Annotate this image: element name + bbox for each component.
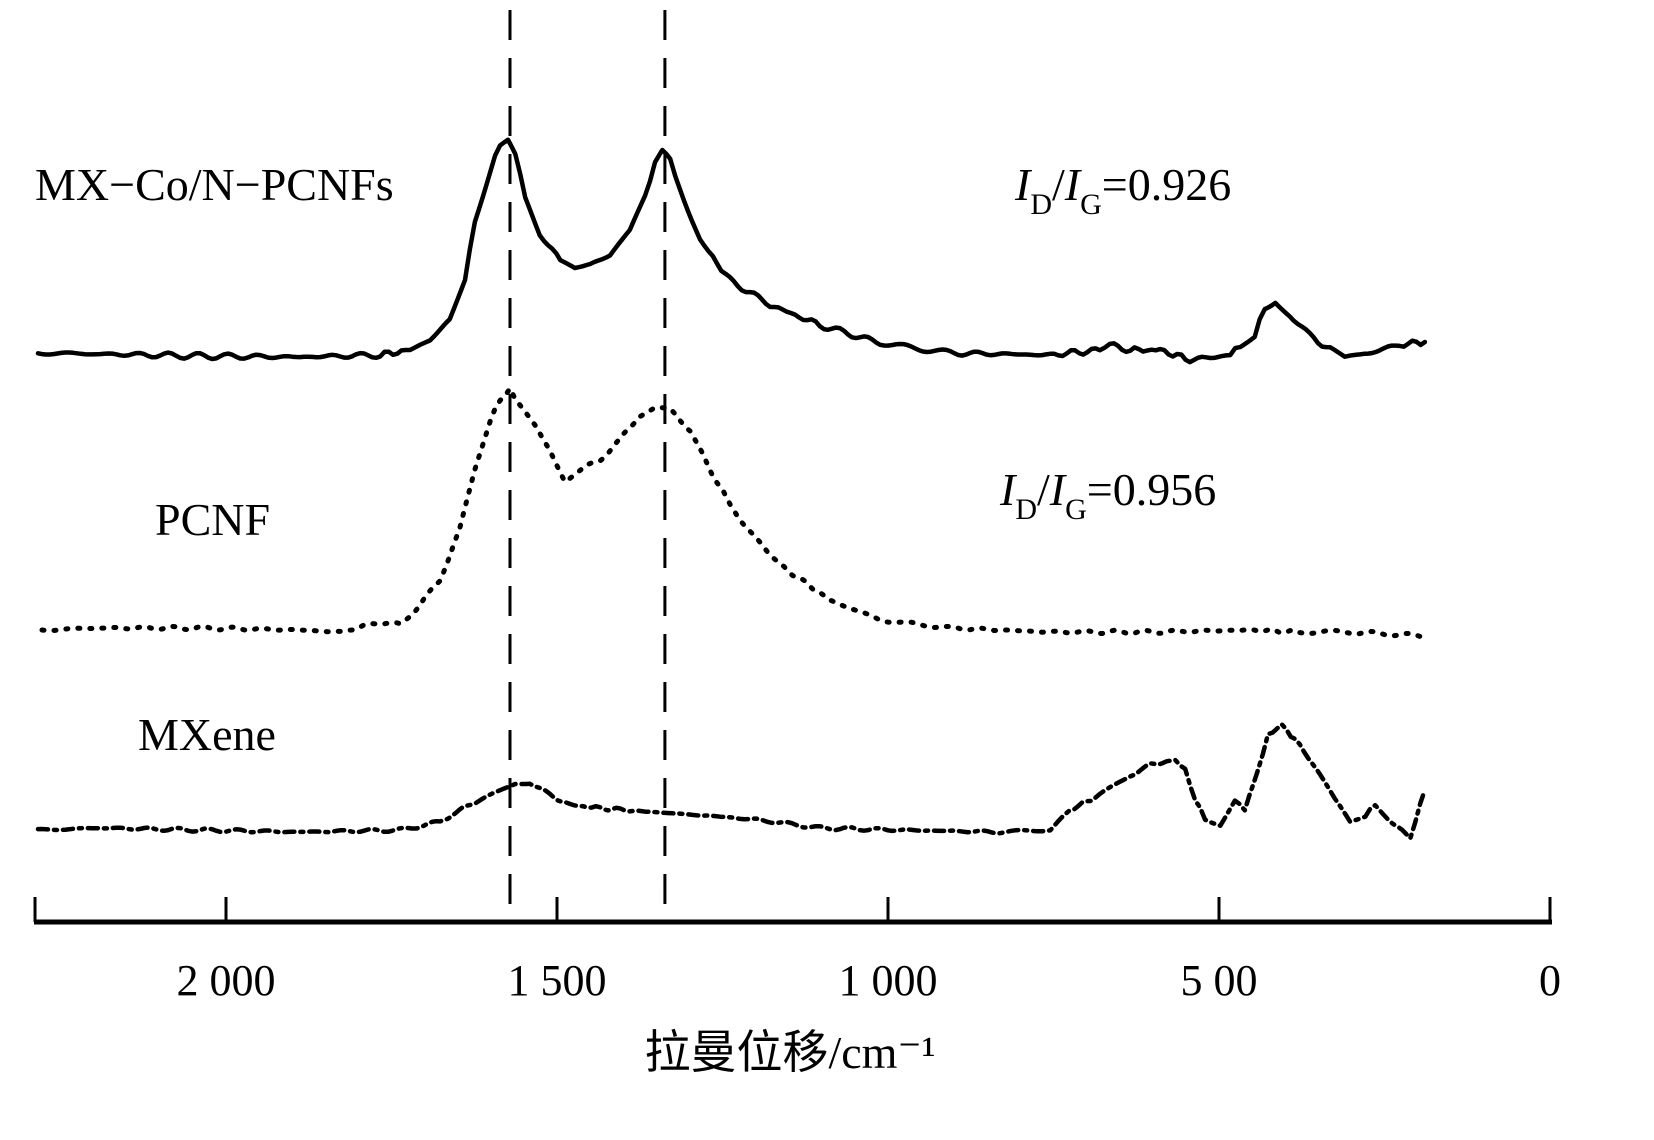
x-axis-label: 拉曼位移/cm⁻¹ bbox=[644, 1027, 935, 1078]
series-label-mxene: MXene bbox=[138, 709, 276, 760]
series-line-1 bbox=[39, 385, 1428, 640]
series-line-0 bbox=[35, 137, 1428, 365]
series-line-2 bbox=[35, 722, 1428, 841]
x-tick-label-3: 5 00 bbox=[1181, 956, 1258, 1005]
annotation-ratio-1: ID/IG=0.926 bbox=[1014, 159, 1231, 221]
x-tick-label-1: 1 500 bbox=[508, 956, 607, 1005]
annotation-ratio-2: ID/IG=0.956 bbox=[999, 464, 1216, 526]
x-axis: 2 000 1 500 1 000 5 00 0 bbox=[33, 897, 1561, 1005]
reference-lines bbox=[508, 10, 667, 922]
series-group bbox=[35, 137, 1428, 841]
series-label-mx-co-n-pcnfs: MX−Co/N−PCNFs bbox=[35, 159, 394, 210]
x-tick-label-4: 0 bbox=[1539, 956, 1561, 1005]
x-tick-label-2: 1 000 bbox=[839, 956, 938, 1005]
x-tick-label-0: 2 000 bbox=[177, 956, 276, 1005]
series-label-pcnf: PCNF bbox=[155, 494, 270, 545]
